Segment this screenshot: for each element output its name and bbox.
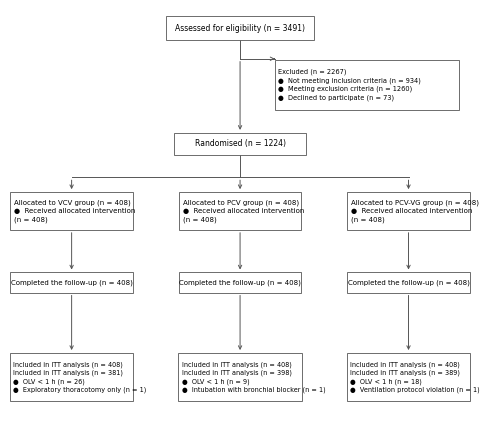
FancyBboxPatch shape <box>10 353 134 401</box>
FancyBboxPatch shape <box>348 273 470 292</box>
Text: Included in ITT analysis (n = 408)
Included in ITT analysis (n = 381)
●  OLV < 1: Included in ITT analysis (n = 408) Inclu… <box>14 361 146 393</box>
FancyBboxPatch shape <box>10 273 133 292</box>
FancyBboxPatch shape <box>166 16 314 40</box>
Text: Excluded (n = 2267)
●  Not meeting inclusion criteria (n = 934)
●  Meeting exclu: Excluded (n = 2267) ● Not meeting inclus… <box>278 69 421 101</box>
FancyBboxPatch shape <box>346 353 470 401</box>
Text: Completed the follow-up (n = 408): Completed the follow-up (n = 408) <box>10 279 132 286</box>
FancyBboxPatch shape <box>179 273 301 292</box>
Text: Completed the follow-up (n = 408): Completed the follow-up (n = 408) <box>179 279 301 286</box>
FancyBboxPatch shape <box>174 133 306 154</box>
Text: Allocated to PCV-VG group (n = 408)
●  Received allocated intervention
(n = 408): Allocated to PCV-VG group (n = 408) ● Re… <box>351 200 479 222</box>
FancyBboxPatch shape <box>178 353 302 401</box>
Text: Assessed for eligibility (n = 3491): Assessed for eligibility (n = 3491) <box>175 24 305 32</box>
Text: Included in ITT analysis (n = 408)
Included in ITT analysis (n = 398)
●  OLV < 1: Included in ITT analysis (n = 408) Inclu… <box>182 361 326 393</box>
Text: Included in ITT analysis (n = 408)
Included in ITT analysis (n = 389)
●  OLV < 1: Included in ITT analysis (n = 408) Inclu… <box>350 361 480 393</box>
FancyBboxPatch shape <box>348 192 470 230</box>
Text: Completed the follow-up (n = 408): Completed the follow-up (n = 408) <box>348 279 470 286</box>
Text: Allocated to VCV group (n = 408)
●  Received allocated intervention
(n = 408): Allocated to VCV group (n = 408) ● Recei… <box>14 200 136 222</box>
FancyBboxPatch shape <box>179 192 301 230</box>
Text: Allocated to PCV group (n = 408)
●  Received allocated intervention
(n = 408): Allocated to PCV group (n = 408) ● Recei… <box>182 200 304 222</box>
FancyBboxPatch shape <box>10 192 133 230</box>
FancyBboxPatch shape <box>274 60 460 110</box>
Text: Randomised (n = 1224): Randomised (n = 1224) <box>194 139 286 148</box>
